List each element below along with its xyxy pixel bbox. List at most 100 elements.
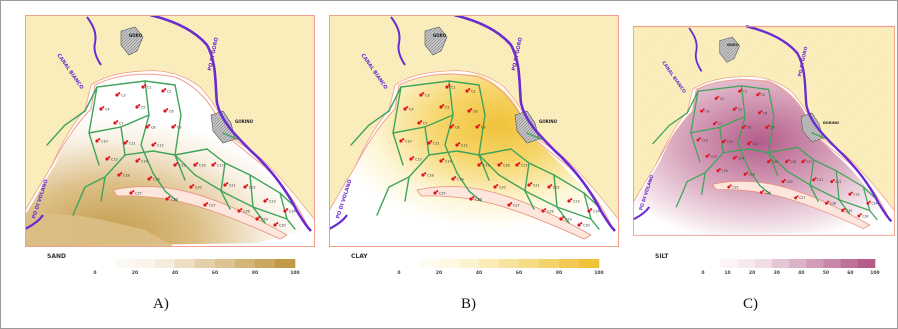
station-marker: C8 [449, 124, 460, 130]
station-dot [150, 176, 153, 179]
station-marker: C12 [455, 142, 468, 148]
station-dot [781, 180, 785, 184]
station-dot [174, 124, 177, 127]
station-dot [442, 104, 445, 107]
map-panel-sand: CANAL BIANCO PO DI GORO PO DI VOLANO GORO GO… [25, 15, 315, 247]
legend-tick-label: 100 [870, 271, 880, 276]
station-marker: C17 [515, 162, 528, 168]
station-label: C16 [790, 160, 796, 164]
station-dot [749, 141, 752, 144]
station-label: C8 [455, 126, 460, 130]
station-dot [497, 163, 501, 167]
legend-swatch [806, 259, 824, 268]
channel-line [478, 154, 592, 220]
legend-swatch [155, 259, 176, 268]
station-dot [399, 139, 403, 143]
legend-swatch [539, 259, 560, 268]
station-marker: C23 [848, 191, 860, 197]
station-dot [433, 191, 437, 195]
station-marker: C26 [469, 196, 482, 202]
river-canal-bianco [688, 27, 703, 72]
label-goro: GORO [129, 33, 143, 38]
station-label: C5 [445, 106, 450, 110]
offshore-sand [25, 213, 175, 247]
legend-tick-label: 0 [93, 271, 97, 276]
station-label: C3 [425, 94, 430, 98]
station-marker: C26 [165, 196, 178, 202]
station-dot [841, 209, 845, 212]
legend-swatch [499, 259, 520, 268]
legend-tick-label: 60 [515, 271, 523, 276]
legend-swatch [175, 259, 196, 268]
station-dot [173, 163, 177, 167]
station-dot [120, 172, 123, 175]
station-label: C4 [409, 108, 414, 112]
legend-tick-label: 80 [251, 271, 259, 276]
station-label: C5 [141, 106, 146, 110]
station-label: C12 [461, 144, 468, 148]
station-dot [465, 89, 469, 93]
station-dot [424, 172, 427, 175]
channel-line [767, 88, 779, 176]
station-label: C16 [199, 164, 206, 168]
station-label: C26 [475, 198, 482, 202]
station-dot [240, 208, 243, 211]
station-dot [496, 184, 499, 187]
station-marker: C5 [135, 104, 146, 110]
channel-line [84, 80, 176, 112]
station-dot [226, 182, 229, 185]
map-border [633, 26, 895, 236]
station-marker: C2 [161, 88, 172, 94]
station-dot [439, 159, 443, 163]
station-dot [154, 142, 157, 145]
station-label: C17 [217, 164, 224, 168]
legend-tick-label: 100 [290, 271, 300, 276]
station-label: C1 [743, 90, 747, 94]
station-marker: C2 [756, 92, 765, 97]
legend-swatch [115, 259, 136, 268]
station-label: C20 [787, 180, 793, 184]
station-dot [590, 208, 593, 211]
station-marker: C21 [527, 182, 540, 188]
station-label: C19 [749, 173, 755, 177]
station-dot [454, 176, 457, 179]
station-marker: C13 [705, 153, 717, 159]
station-dot [507, 203, 511, 207]
station-marker: C6 [467, 108, 478, 114]
station-label: C29 [846, 209, 852, 213]
station-marker: C20 [781, 178, 793, 184]
legend-ticks: 0 20 40 60 80 100 [397, 271, 603, 279]
station-dot [206, 202, 209, 205]
station-dot [830, 180, 834, 184]
station-dot [735, 106, 738, 109]
station-dot [783, 178, 786, 181]
channel-line [222, 132, 238, 140]
station-dot [436, 190, 439, 193]
map-panel-clay: CANAL BIANCO PO DI GORO PO DI VOLANO GORO GO… [329, 15, 619, 247]
channel-line [583, 192, 600, 230]
channel-line [388, 80, 480, 112]
station-dot [145, 125, 149, 129]
river-po-di-volano [329, 214, 348, 230]
station-label: C2 [471, 90, 476, 94]
station-dot [276, 222, 279, 225]
station-dot [161, 89, 165, 93]
station-dot [237, 209, 241, 213]
station-dot [735, 155, 738, 158]
station-marker: C19 [743, 171, 755, 177]
station-label: C19 [457, 178, 464, 182]
station-dot [478, 124, 481, 127]
station-marker: C12 [747, 141, 758, 146]
station-dot [848, 192, 852, 196]
channel-line [174, 84, 186, 181]
station-marker: C15 [477, 162, 490, 168]
station-marker: C18 [716, 168, 728, 173]
station-marker: C16 [193, 162, 206, 168]
station-dot [743, 172, 747, 176]
channel-line [279, 192, 296, 230]
station-dot [168, 196, 171, 199]
station-label: C24 [593, 210, 600, 214]
station-dot [452, 124, 455, 127]
channel-line [478, 84, 490, 181]
town-goro [120, 26, 144, 56]
